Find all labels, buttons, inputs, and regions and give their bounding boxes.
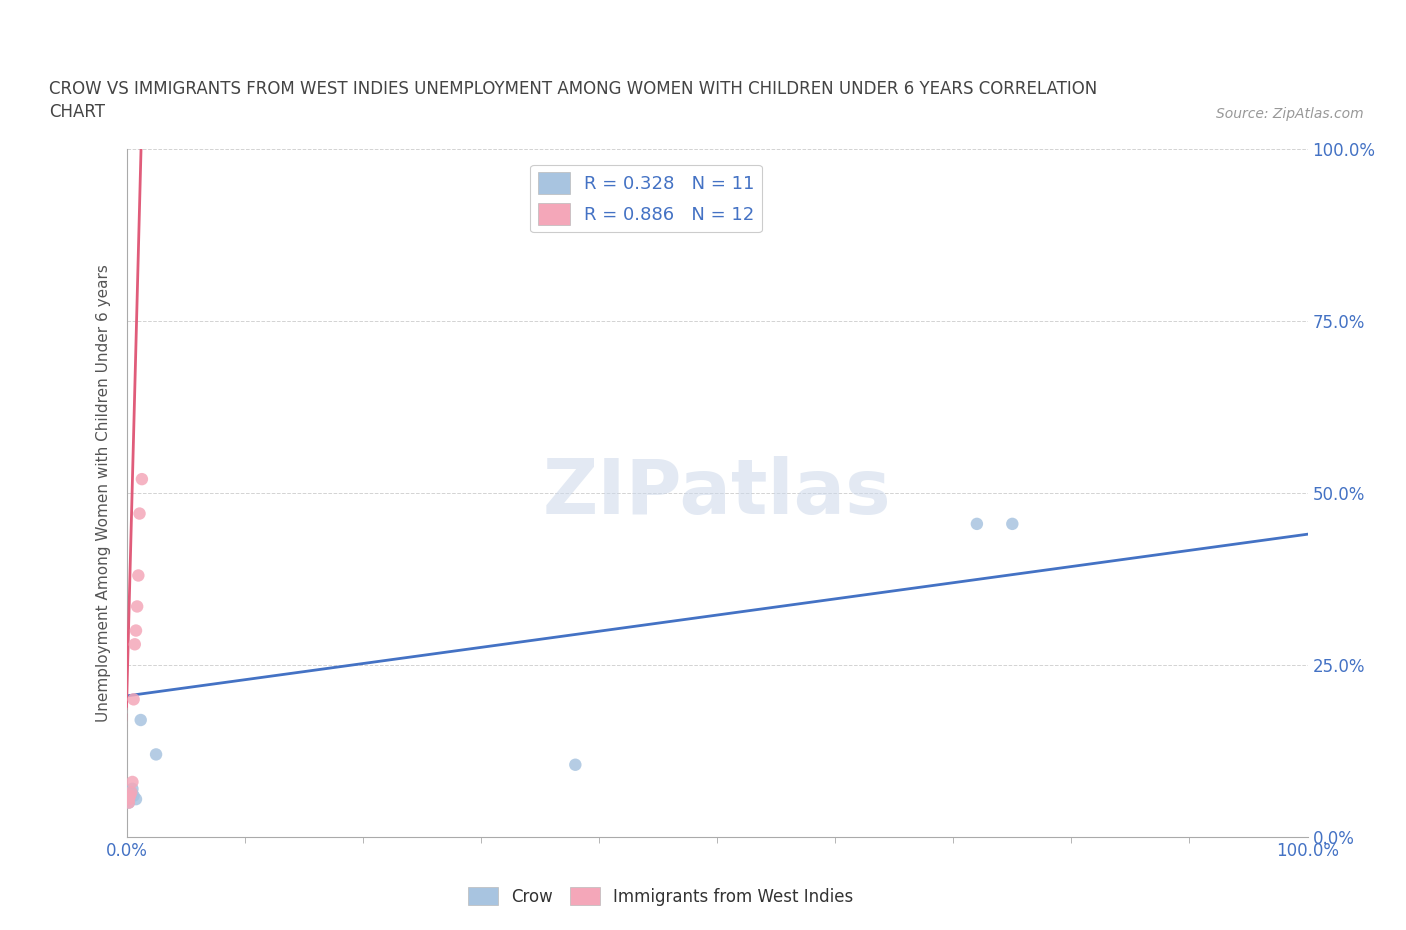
Point xyxy=(118,791,141,806)
Legend: R = 0.328   N = 11, R = 0.886   N = 12: R = 0.328 N = 11, R = 0.886 N = 12 xyxy=(530,165,762,232)
Y-axis label: Unemployment Among Women with Children Under 6 years: Unemployment Among Women with Children U… xyxy=(96,264,111,722)
Legend: Crow, Immigrants from West Indies: Crow, Immigrants from West Indies xyxy=(461,881,860,912)
Point xyxy=(127,599,149,614)
Point xyxy=(120,789,142,804)
Point xyxy=(128,506,150,521)
Point xyxy=(125,791,148,806)
Point xyxy=(124,637,146,652)
Text: CROW VS IMMIGRANTS FROM WEST INDIES UNEMPLOYMENT AMONG WOMEN WITH CHILDREN UNDER: CROW VS IMMIGRANTS FROM WEST INDIES UNEM… xyxy=(49,80,1098,98)
Point xyxy=(129,712,152,727)
Point xyxy=(122,692,145,707)
Point xyxy=(125,623,148,638)
Point xyxy=(131,472,153,486)
Point xyxy=(121,781,143,796)
Point xyxy=(118,795,141,810)
Point xyxy=(120,785,142,800)
Text: CHART: CHART xyxy=(49,103,105,121)
Point xyxy=(121,775,143,790)
Point xyxy=(118,795,141,810)
Point xyxy=(966,516,988,531)
Point xyxy=(145,747,167,762)
Point xyxy=(122,789,145,804)
Text: ZIPatlas: ZIPatlas xyxy=(543,456,891,530)
Point xyxy=(127,568,149,583)
Point xyxy=(564,757,586,772)
Point xyxy=(120,789,142,804)
Point xyxy=(1001,516,1024,531)
Text: Source: ZipAtlas.com: Source: ZipAtlas.com xyxy=(1216,107,1364,121)
Point xyxy=(120,785,142,800)
